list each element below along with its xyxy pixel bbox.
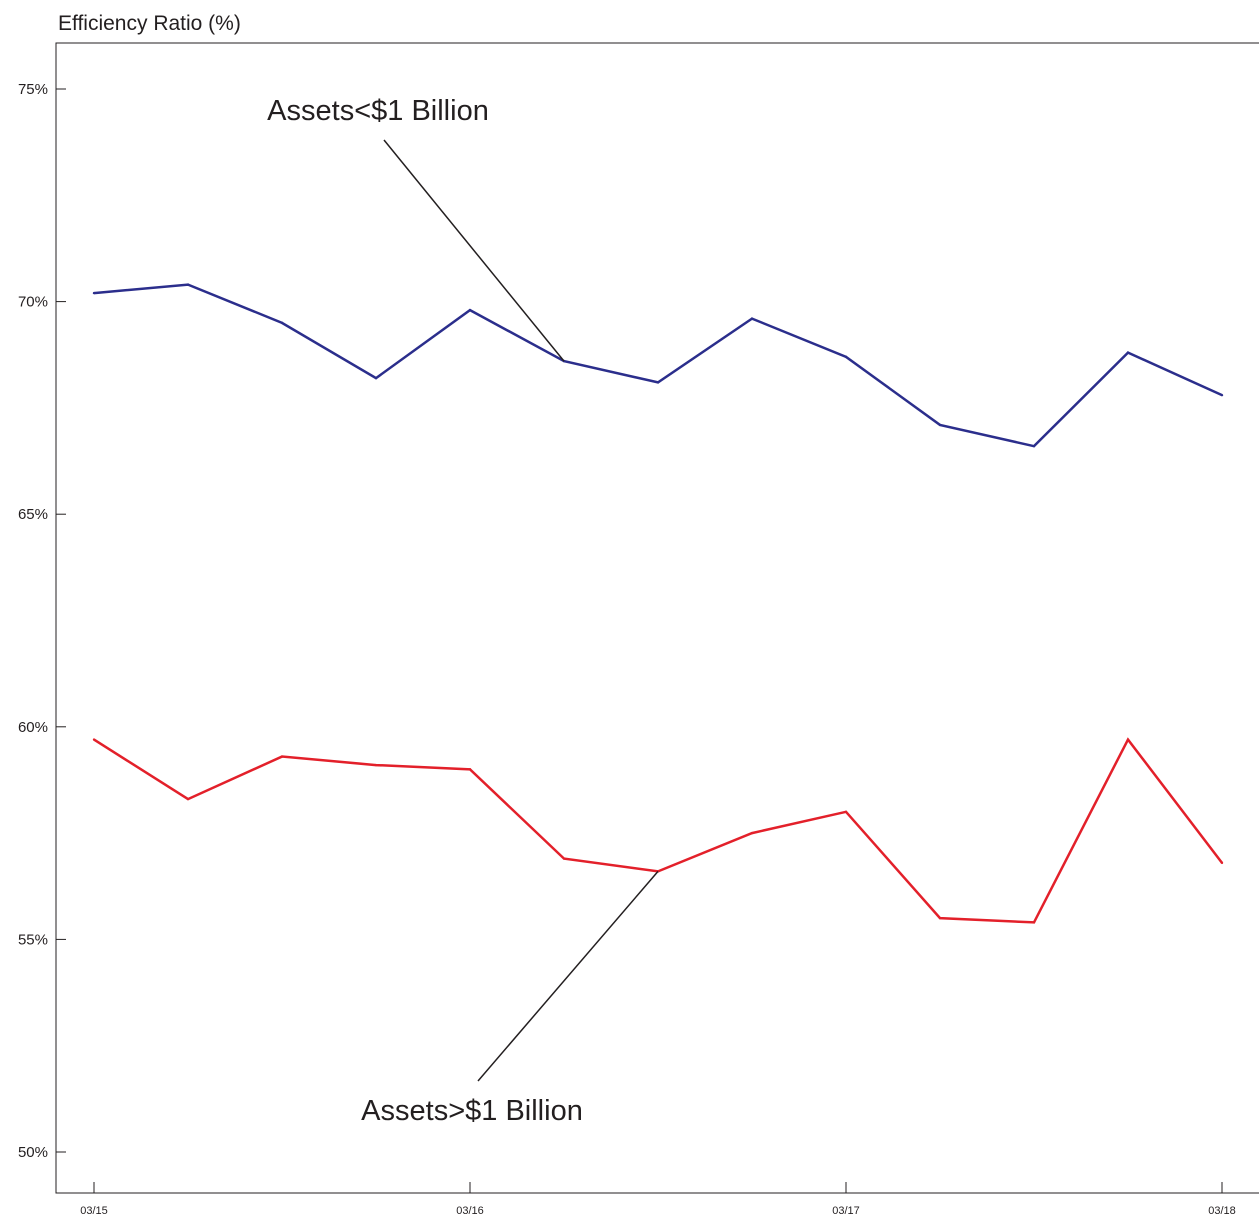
y-tick-label: 60% <box>18 719 48 736</box>
annotation-layer: Assets<$1 Billion Assets>$1 Billion <box>267 95 659 1127</box>
chart-title: Efficiency Ratio (%) <box>58 12 241 35</box>
data-point-1 <box>844 810 848 814</box>
data-point-0 <box>186 283 190 286</box>
y-tick-label: 65% <box>18 506 48 523</box>
x-tick-label: 03/16 <box>456 1205 484 1217</box>
x-axis: 03/15 03/16 03/17 03/18 <box>80 1182 1236 1217</box>
x-tick-label: 03/18 <box>1208 1205 1236 1217</box>
data-point-0 <box>468 308 472 312</box>
data-point-0 <box>750 317 754 320</box>
data-point-1 <box>374 763 378 767</box>
data-point-1 <box>938 916 942 920</box>
plot-frame <box>55 42 1259 1194</box>
x-tick-label: 03/15 <box>80 1205 108 1217</box>
annotation-leader-line <box>383 139 565 362</box>
data-point-0 <box>1032 444 1036 448</box>
data-point-1 <box>750 831 754 835</box>
data-point-1 <box>1220 861 1224 865</box>
y-tick-label: 70% <box>18 294 48 311</box>
data-point-0 <box>844 355 848 359</box>
data-point-0 <box>92 291 96 295</box>
data-point-1 <box>280 755 284 758</box>
data-point-0 <box>938 423 942 427</box>
series-line-0 <box>93 283 1223 448</box>
y-tick-label: 50% <box>18 1144 48 1161</box>
data-point-0 <box>1126 351 1130 354</box>
annotation-label: Assets<$1 Billion <box>267 95 489 127</box>
series-line-1 <box>93 737 1223 924</box>
y-tick-label: 55% <box>18 931 48 948</box>
data-point-0 <box>656 381 660 384</box>
data-point-1 <box>468 768 472 771</box>
data-point-1 <box>92 738 96 741</box>
data-point-0 <box>1220 393 1224 397</box>
annotation-leader-line <box>477 870 659 1082</box>
data-point-0 <box>374 376 378 380</box>
data-point-0 <box>280 321 284 325</box>
x-tick-label: 03/17 <box>832 1205 860 1217</box>
data-point-1 <box>562 857 566 860</box>
y-axis: 50% 55% 60% 65% 70% 75% <box>18 81 66 1161</box>
data-point-1 <box>1126 738 1130 741</box>
series-layer <box>92 283 1224 924</box>
data-point-1 <box>1032 921 1036 924</box>
data-point-1 <box>186 797 190 801</box>
annotation-label: Assets>$1 Billion <box>361 1095 583 1127</box>
y-tick-label: 75% <box>18 81 48 98</box>
